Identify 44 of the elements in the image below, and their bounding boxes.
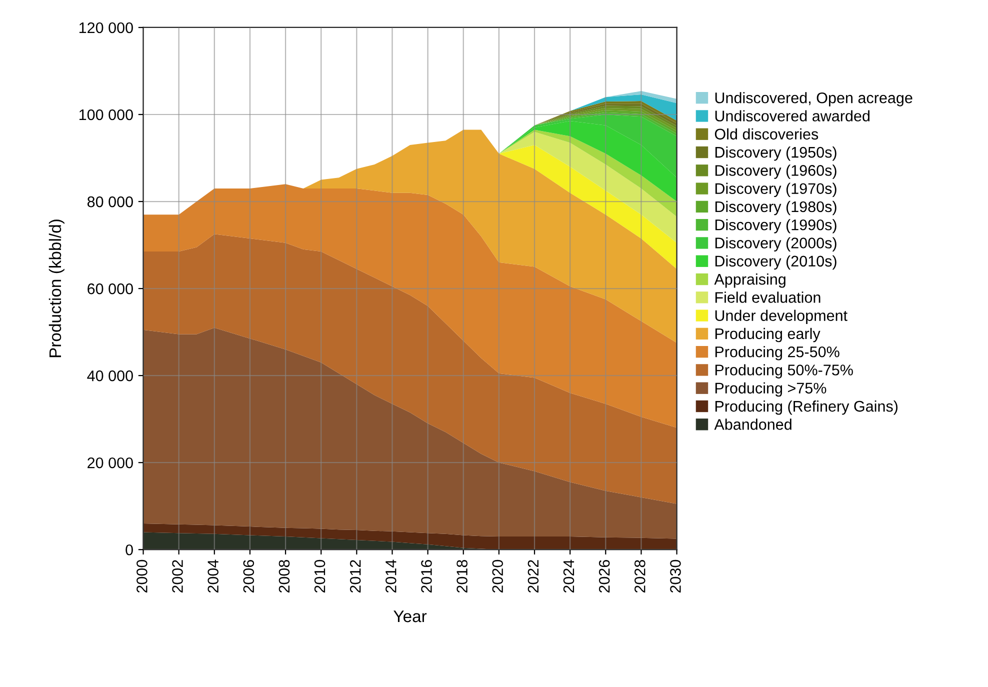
legend-label: Producing (Refinery Gains)	[715, 400, 898, 415]
x-tick-label: 2016	[421, 560, 432, 593]
x-tick-label: 2010	[314, 560, 326, 593]
legend-label: Producing early	[715, 328, 820, 342]
y-tick-label: 20 000	[88, 457, 133, 468]
legend-label: Producing >75%	[715, 382, 826, 397]
legend-label: Discovery (1990s)	[715, 219, 836, 234]
legend-label: Discovery (1980s)	[715, 200, 836, 216]
y-tick-label: 40 000	[87, 370, 133, 382]
x-tick-label: 2028	[634, 560, 646, 593]
legend-label: Discovery (1950s)	[715, 146, 836, 161]
y-tick-label: 120 000	[79, 22, 133, 34]
legend-label: Appraising	[714, 273, 786, 288]
legend-label: Discovery (1970s)	[715, 182, 836, 198]
legend-label: Discovery (2000s)	[715, 237, 836, 252]
x-axis-title: Year	[394, 610, 427, 622]
legend-label: Discovery (1960s)	[715, 164, 836, 179]
y-tick-label: 80 000	[87, 196, 133, 208]
legend-label: Undiscovered awarded	[715, 110, 870, 122]
legend-label: Discovery (2010s)	[715, 255, 836, 270]
x-tick-label: 2020	[492, 560, 504, 593]
x-tick-label: 2030	[670, 560, 681, 593]
y-tick-label: 0	[126, 544, 133, 556]
x-tick-label: 2024	[563, 560, 574, 593]
legend-label: Abandoned	[714, 418, 792, 430]
legend-label: Undiscovered, Open acreage	[715, 92, 912, 106]
x-tick-label: 2002	[172, 560, 183, 593]
x-tick-label: 2006	[243, 560, 254, 593]
x-tick-label: 2012	[350, 560, 361, 593]
x-tick-label: 2004	[208, 560, 218, 593]
x-tick-label: 2008	[278, 560, 290, 593]
legend-label: Producing 50%-75%	[715, 364, 853, 378]
legend-label: Producing 25-50%	[715, 346, 840, 360]
y-tick-label: 60 000	[88, 283, 133, 294]
x-tick-label: 2022	[528, 560, 539, 593]
y-axis-title: Production (kbbl/d)	[48, 220, 64, 358]
x-tick-label: 2026	[598, 560, 610, 593]
x-tick-label: 2014	[386, 560, 396, 593]
legend-label: Field evaluation	[715, 292, 820, 303]
y-tick-label: 100 000	[79, 109, 133, 120]
legend-label: Under development	[715, 310, 848, 324]
x-tick-label: 2000	[136, 560, 148, 593]
legend-label: Old discoveries	[714, 128, 818, 140]
x-tick-label: 2018	[456, 560, 468, 593]
